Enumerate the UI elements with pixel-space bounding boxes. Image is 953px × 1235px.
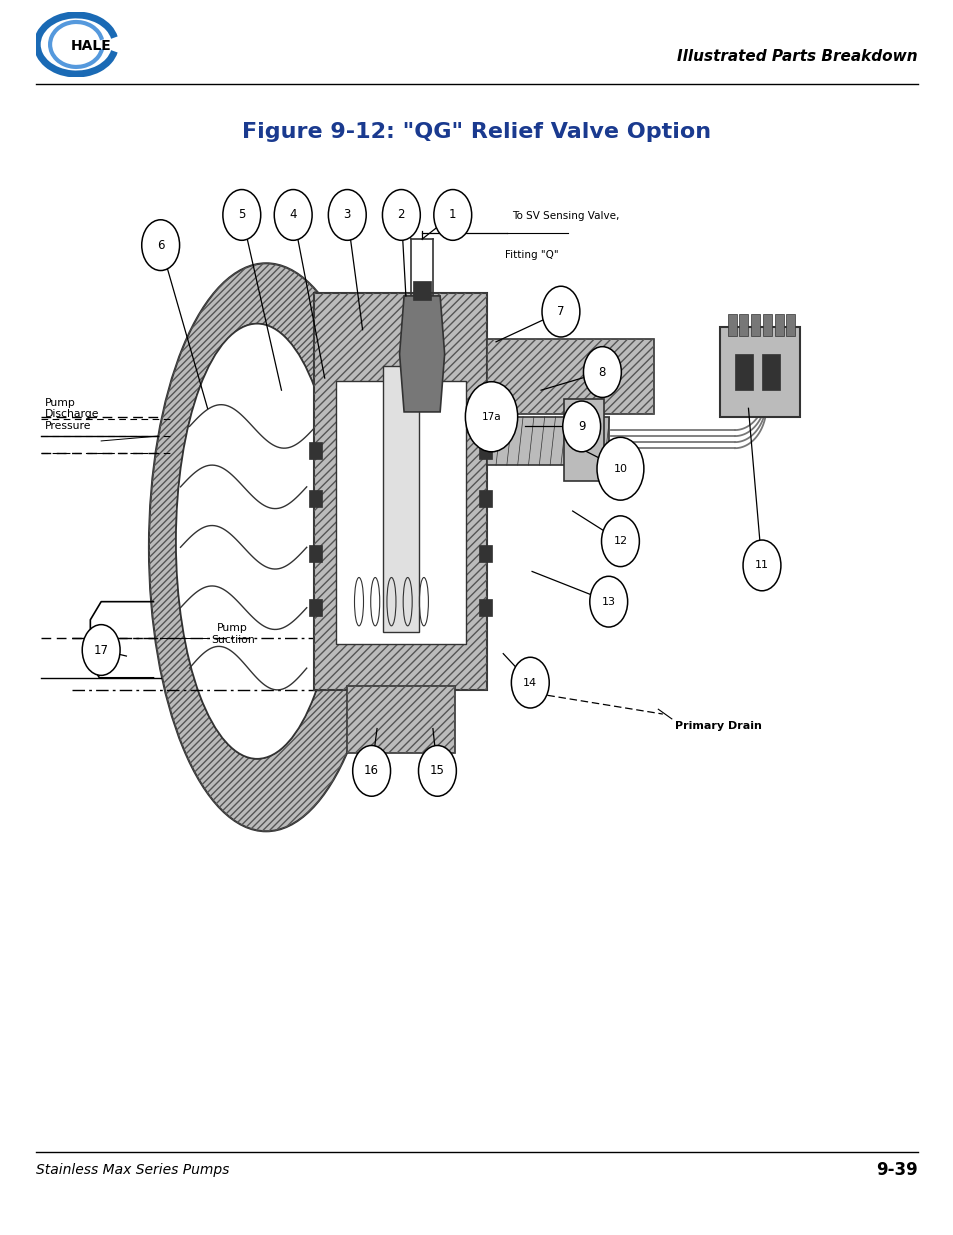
Text: Illustrated Parts Breakdown: Illustrated Parts Breakdown xyxy=(677,49,917,64)
Text: 7: 7 xyxy=(557,305,564,319)
Text: Fitting "Q": Fitting "Q" xyxy=(505,249,558,259)
Bar xyxy=(761,354,780,390)
Text: 10: 10 xyxy=(613,463,627,474)
Bar xyxy=(750,314,760,336)
Bar xyxy=(309,490,322,508)
Text: 13: 13 xyxy=(601,597,615,606)
Bar xyxy=(314,294,487,690)
Bar xyxy=(774,314,782,336)
Bar xyxy=(413,282,431,300)
Circle shape xyxy=(597,437,643,500)
Circle shape xyxy=(382,189,420,241)
Text: 15: 15 xyxy=(430,764,444,777)
Bar xyxy=(335,380,466,643)
Bar xyxy=(487,340,653,415)
Circle shape xyxy=(223,189,260,241)
Circle shape xyxy=(562,401,600,452)
Text: 14: 14 xyxy=(522,678,537,688)
Bar xyxy=(347,687,455,752)
Bar xyxy=(487,340,653,415)
Text: 8: 8 xyxy=(598,366,605,379)
Circle shape xyxy=(541,287,579,337)
FancyBboxPatch shape xyxy=(719,327,799,416)
Text: 17a: 17a xyxy=(481,411,501,422)
Bar xyxy=(734,354,752,390)
Circle shape xyxy=(601,516,639,567)
Text: Figure 9-12: "QG" Relief Valve Option: Figure 9-12: "QG" Relief Valve Option xyxy=(242,122,711,142)
Text: 9: 9 xyxy=(578,420,585,433)
Text: 17: 17 xyxy=(93,643,109,657)
Circle shape xyxy=(274,189,312,241)
Circle shape xyxy=(82,625,120,676)
Ellipse shape xyxy=(175,324,338,758)
Circle shape xyxy=(589,577,627,627)
Bar xyxy=(478,442,491,459)
FancyBboxPatch shape xyxy=(563,399,603,480)
Circle shape xyxy=(434,189,471,241)
Bar xyxy=(727,314,736,336)
Circle shape xyxy=(142,220,179,270)
Polygon shape xyxy=(399,296,444,412)
Text: HALE: HALE xyxy=(71,38,111,53)
Text: Pump
Suctiion: Pump Suctiion xyxy=(211,624,254,645)
Text: Pump
Discharge
Pressure: Pump Discharge Pressure xyxy=(45,398,100,431)
Bar xyxy=(478,599,491,616)
Bar xyxy=(309,599,322,616)
Circle shape xyxy=(465,382,517,452)
Circle shape xyxy=(328,189,366,241)
Circle shape xyxy=(511,657,549,708)
Circle shape xyxy=(418,746,456,797)
Bar xyxy=(309,545,322,562)
Bar xyxy=(785,314,795,336)
Text: 6: 6 xyxy=(156,238,164,252)
Text: 4: 4 xyxy=(289,209,296,221)
Text: 2: 2 xyxy=(397,209,405,221)
Circle shape xyxy=(583,347,620,398)
Text: 3: 3 xyxy=(343,209,351,221)
Text: Stainless Max Series Pumps: Stainless Max Series Pumps xyxy=(36,1162,230,1177)
Ellipse shape xyxy=(149,263,383,831)
Circle shape xyxy=(742,540,781,590)
Text: 1: 1 xyxy=(449,209,456,221)
Bar xyxy=(478,545,491,562)
Text: To SV Sensing Valve,: To SV Sensing Valve, xyxy=(512,211,619,221)
Bar xyxy=(383,366,419,632)
Text: 11: 11 xyxy=(754,561,768,571)
Bar xyxy=(762,314,771,336)
Text: 12: 12 xyxy=(613,536,627,546)
Bar xyxy=(309,442,322,459)
Text: 9-39: 9-39 xyxy=(875,1161,917,1178)
Bar xyxy=(739,314,748,336)
Bar xyxy=(487,416,608,466)
Ellipse shape xyxy=(175,324,338,758)
Text: 16: 16 xyxy=(364,764,378,777)
Circle shape xyxy=(353,746,390,797)
Text: 5: 5 xyxy=(238,209,245,221)
Bar xyxy=(347,687,455,752)
Bar xyxy=(314,294,487,690)
Text: Primary Drain: Primary Drain xyxy=(674,721,760,731)
Bar xyxy=(478,490,491,508)
